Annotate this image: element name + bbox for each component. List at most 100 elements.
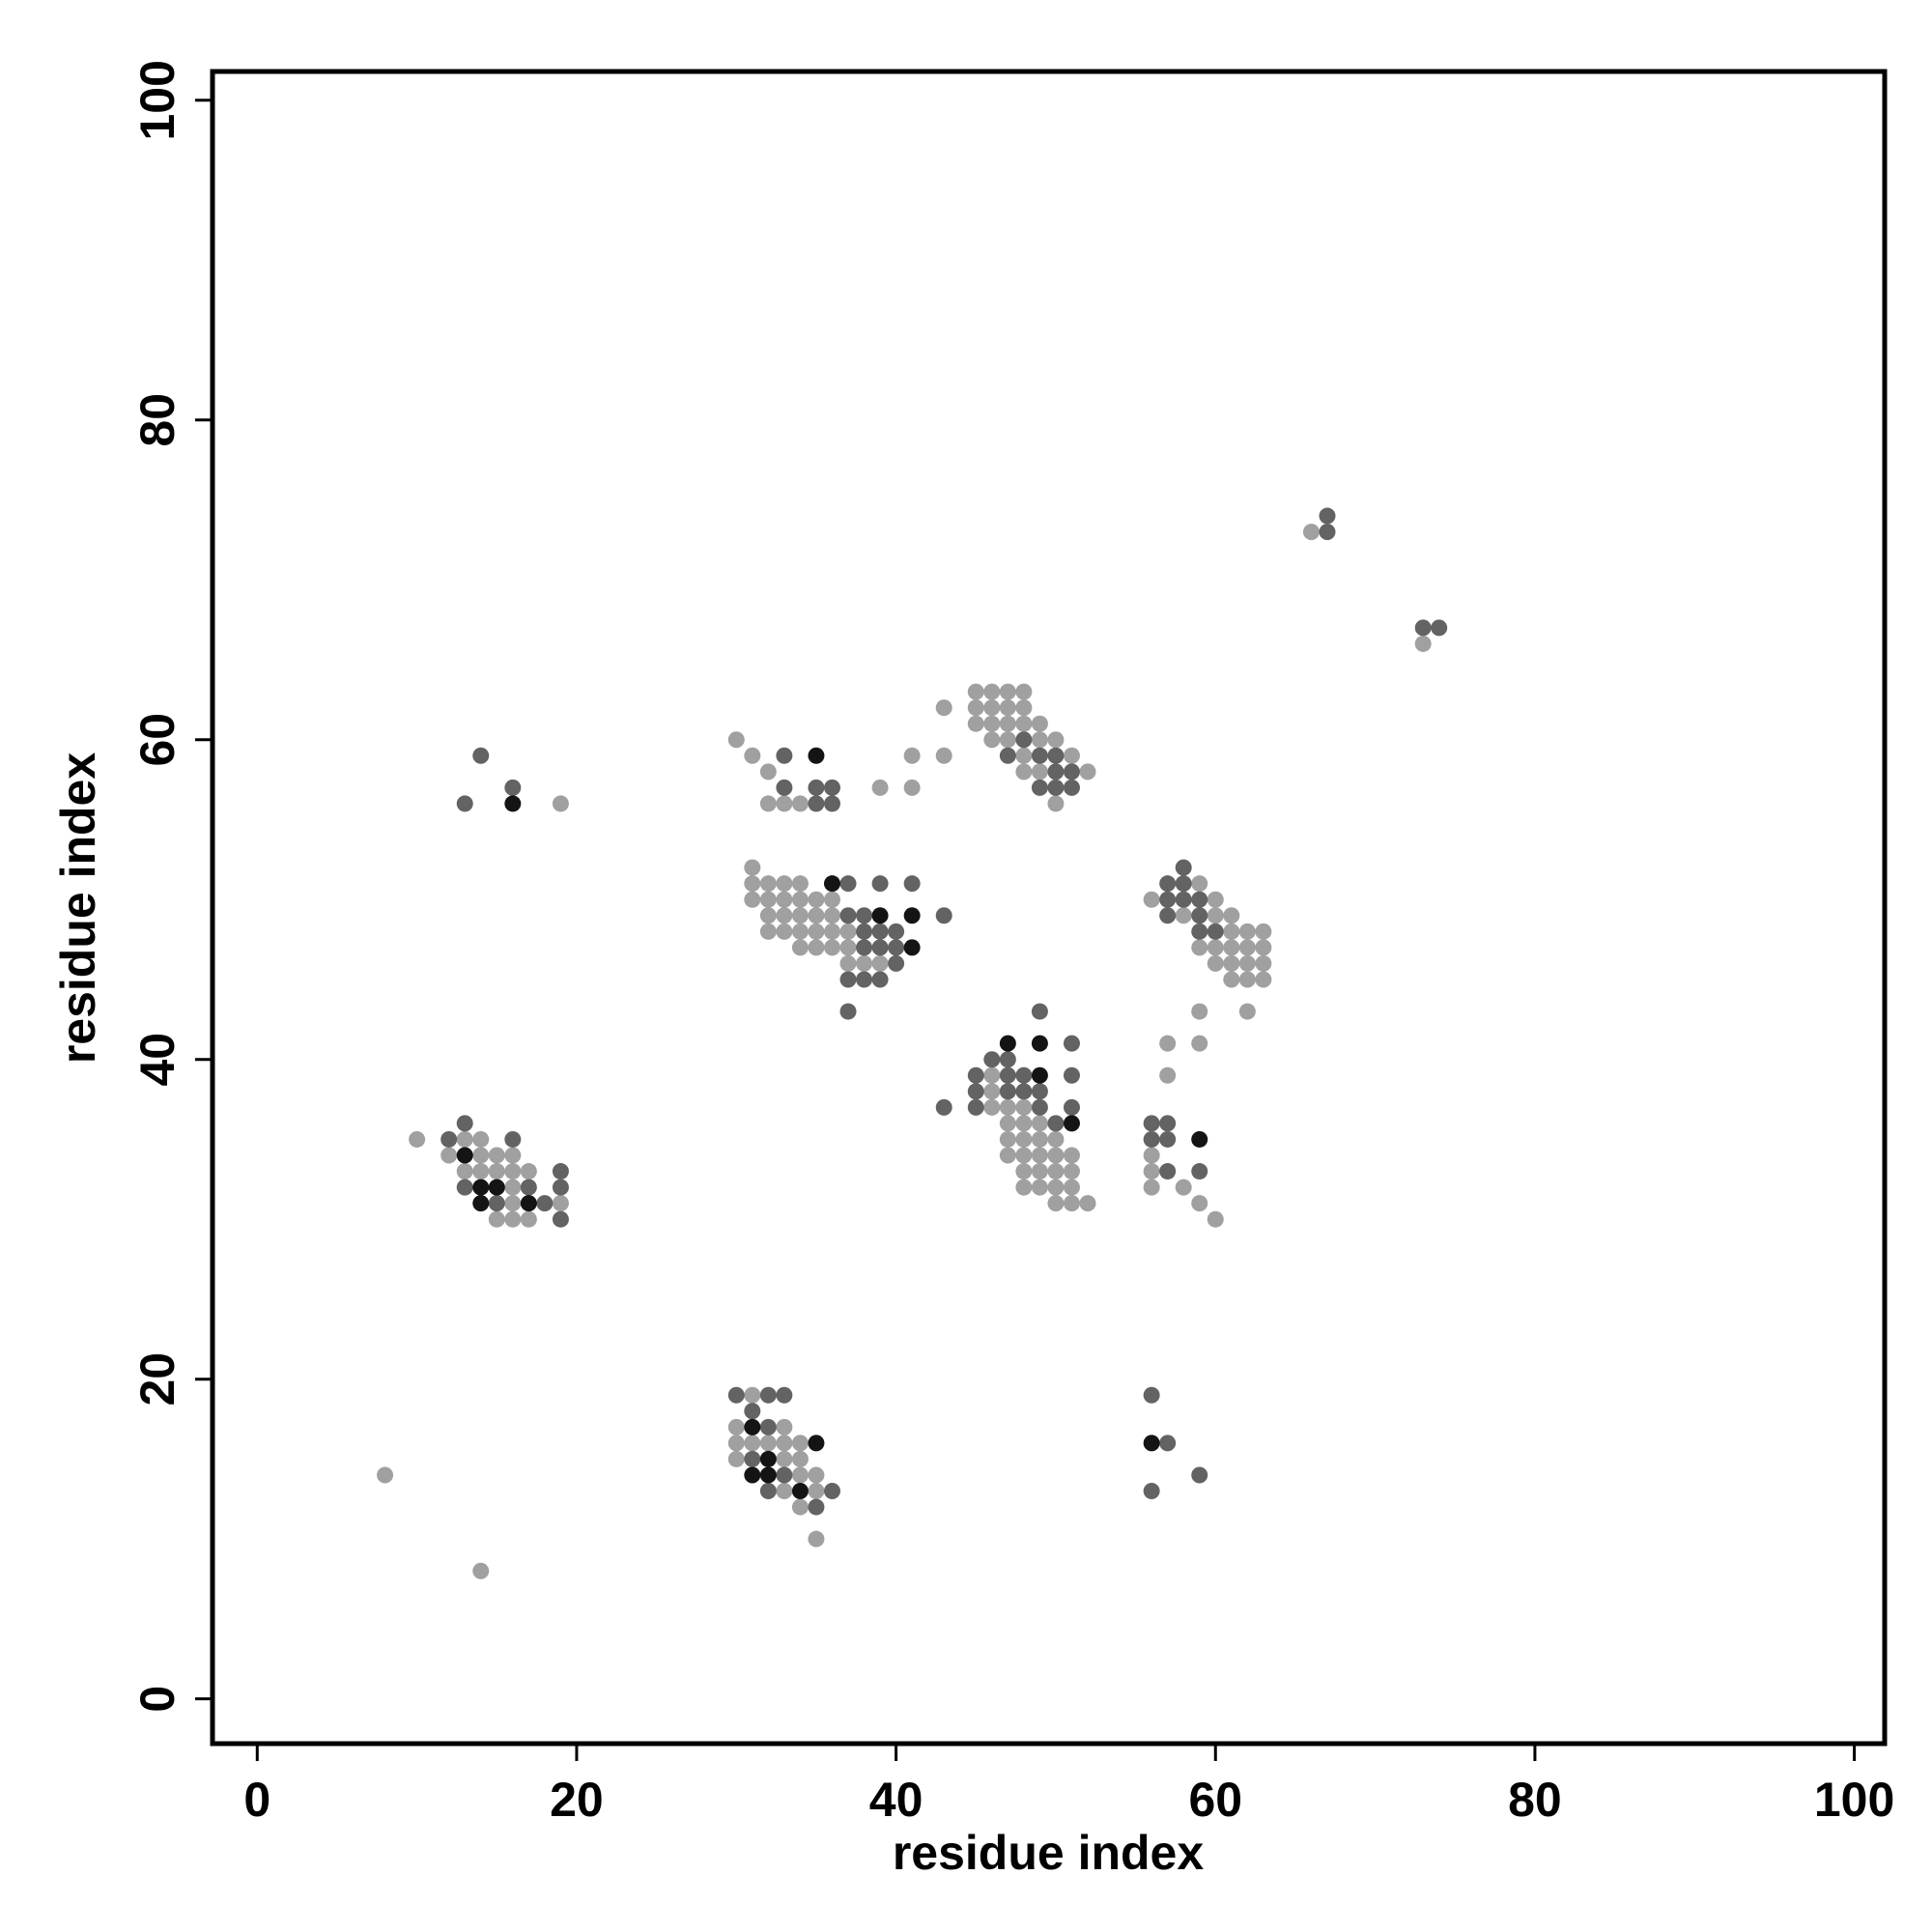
- point: [1047, 731, 1065, 749]
- point: [744, 747, 761, 764]
- point: [808, 1530, 825, 1548]
- point: [1047, 1163, 1065, 1180]
- point: [871, 954, 889, 972]
- point: [1223, 939, 1240, 956]
- point: [1207, 907, 1224, 924]
- point: [504, 1130, 522, 1148]
- point: [456, 1130, 473, 1148]
- point: [871, 779, 889, 796]
- point: [409, 1130, 426, 1148]
- point: [1031, 1003, 1048, 1020]
- point: [744, 891, 761, 908]
- point: [983, 683, 1001, 700]
- point: [1238, 939, 1256, 956]
- point: [1143, 1435, 1160, 1452]
- point: [1063, 1035, 1080, 1052]
- point: [1175, 907, 1192, 924]
- point: [999, 699, 1016, 717]
- point: [1143, 1147, 1160, 1164]
- point: [776, 1435, 793, 1452]
- point: [823, 1483, 840, 1500]
- point: [999, 1066, 1016, 1084]
- point: [1031, 779, 1048, 796]
- point: [1143, 1130, 1160, 1148]
- point: [1431, 619, 1448, 637]
- y-axis-label: residue index: [51, 753, 105, 1065]
- point: [536, 1195, 554, 1212]
- point: [1063, 1179, 1080, 1196]
- point: [504, 1179, 522, 1196]
- point: [1191, 907, 1208, 924]
- point: [839, 939, 857, 956]
- point: [488, 1195, 505, 1212]
- point: [999, 1035, 1016, 1052]
- point: [1191, 1163, 1208, 1180]
- point: [1047, 795, 1065, 812]
- point: [791, 875, 809, 893]
- point: [456, 1147, 473, 1164]
- point: [1015, 1098, 1033, 1116]
- point: [823, 907, 840, 924]
- point: [744, 1466, 761, 1484]
- point: [1223, 907, 1240, 924]
- point: [791, 939, 809, 956]
- point: [871, 907, 889, 924]
- point: [983, 731, 1001, 749]
- point: [759, 907, 777, 924]
- point: [520, 1179, 537, 1196]
- point: [727, 1435, 745, 1452]
- point: [1063, 779, 1080, 796]
- point: [1031, 1147, 1048, 1164]
- point: [967, 1083, 984, 1100]
- point: [472, 1195, 490, 1212]
- point: [871, 939, 889, 956]
- point: [839, 954, 857, 972]
- point: [856, 954, 873, 972]
- point: [967, 683, 984, 700]
- point: [776, 891, 793, 908]
- point: [808, 747, 825, 764]
- point: [776, 747, 793, 764]
- point: [808, 1498, 825, 1516]
- point: [823, 795, 840, 812]
- point: [759, 795, 777, 812]
- point: [776, 1386, 793, 1404]
- point: [999, 1115, 1016, 1132]
- point: [776, 795, 793, 812]
- point: [1175, 891, 1192, 908]
- point: [791, 923, 809, 940]
- point: [1207, 923, 1224, 940]
- point: [552, 1210, 569, 1228]
- point: [456, 1163, 473, 1180]
- x-axis-label: residue index: [893, 1826, 1205, 1880]
- point: [1175, 1179, 1192, 1196]
- point: [759, 1386, 777, 1404]
- point: [888, 954, 905, 972]
- point: [1031, 1035, 1048, 1052]
- point: [1015, 683, 1033, 700]
- point: [1159, 1115, 1177, 1132]
- point: [903, 907, 921, 924]
- point: [999, 1130, 1016, 1148]
- point: [1079, 1195, 1096, 1212]
- point: [1255, 939, 1272, 956]
- point: [999, 1098, 1016, 1116]
- point: [759, 1418, 777, 1435]
- point: [472, 1147, 490, 1164]
- point: [1159, 1066, 1177, 1084]
- point: [1238, 971, 1256, 988]
- point: [456, 1115, 473, 1132]
- point: [839, 875, 857, 893]
- point: [1175, 875, 1192, 893]
- point: [1063, 1147, 1080, 1164]
- point: [776, 875, 793, 893]
- point: [1191, 891, 1208, 908]
- point: [727, 731, 745, 749]
- point: [776, 907, 793, 924]
- point: [1159, 891, 1177, 908]
- point: [1031, 763, 1048, 781]
- point: [1255, 971, 1272, 988]
- point: [1223, 971, 1240, 988]
